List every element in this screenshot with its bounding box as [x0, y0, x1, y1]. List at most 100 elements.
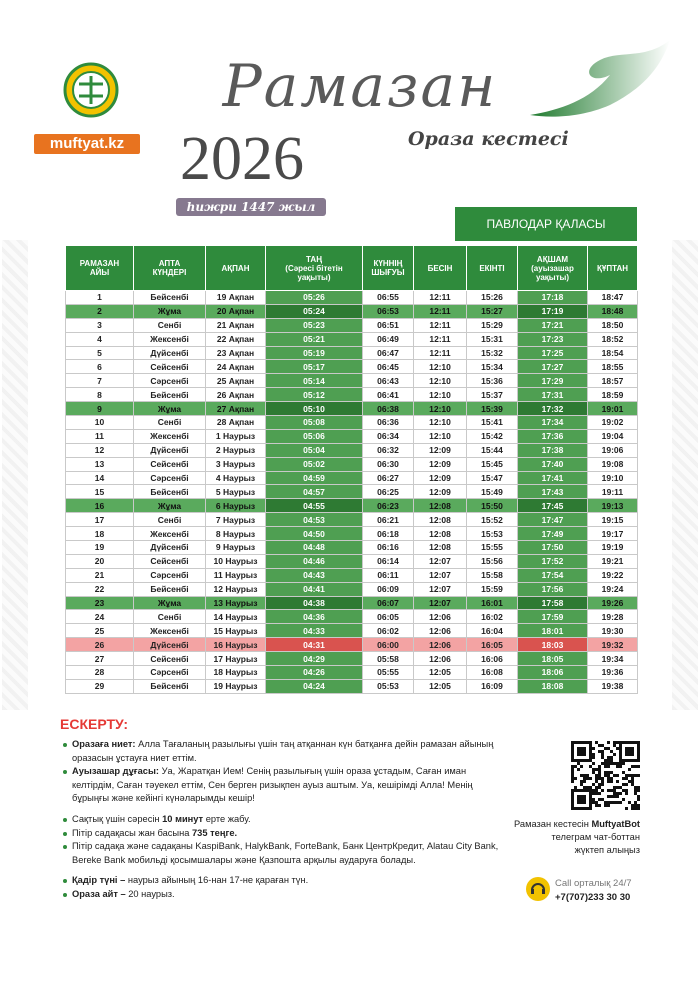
table-cell: 12:10 [413, 415, 467, 430]
table-cell: Жексенбі [133, 623, 206, 639]
qr-module [613, 762, 616, 765]
note-bullet: Қадір түні – наурыз айының 16-нан 17-не … [62, 874, 507, 888]
note-text: Сақтық үшін сәресін [72, 813, 160, 824]
qr-module [598, 765, 601, 768]
qr-module [634, 789, 637, 792]
qr-module [613, 786, 616, 789]
table-cell: 04:55 [265, 498, 363, 514]
qr-finder [619, 741, 640, 762]
qr-module [598, 750, 601, 753]
qr-module [598, 777, 601, 780]
table-row: 2 Жұма 20 Ақпан 05:24 06:53 12:11 15:27 17:19 18… [65, 303, 638, 319]
table-cell: 18:59 [587, 387, 638, 403]
table-cell: 17:56 [517, 581, 588, 597]
site-badge[interactable]: muftyat.kz [34, 134, 140, 154]
table-cell: 15:53 [466, 526, 518, 542]
table-cell: 16:08 [466, 665, 518, 680]
table-cell: 17:54 [517, 567, 588, 583]
note-text: Оразаға ниет: [72, 739, 136, 749]
note-bullet: Ауызашар дұғасы: Уа, Жаратқан Ием! Сенің… [62, 765, 507, 806]
table-cell: 15:49 [466, 484, 518, 500]
table-cell: 17 Наурыз [205, 651, 266, 667]
note-text: Қадір түні – [72, 875, 126, 886]
ornament [2, 240, 28, 710]
column-header: БЕСІН [413, 245, 467, 291]
qr-module [577, 768, 580, 771]
table-cell: 16:01 [466, 595, 518, 611]
table-cell: 04:41 [265, 581, 363, 597]
qr-module [631, 780, 634, 783]
qr-module [592, 783, 595, 786]
table-cell: 29 [65, 678, 134, 694]
qr-module [598, 783, 601, 786]
table-cell: 06:14 [362, 553, 414, 569]
table-cell: 12:08 [413, 526, 467, 542]
qr-module [604, 759, 607, 762]
qr-module [634, 801, 637, 804]
qr-module [586, 774, 589, 777]
table-cell: 18:05 [517, 651, 588, 667]
table-cell: Сәрсенбі [133, 470, 206, 486]
qr-module [595, 786, 598, 789]
table-cell: 06:47 [362, 345, 414, 361]
table-cell: 16:06 [466, 651, 518, 667]
table-cell: 19:06 [587, 442, 638, 458]
note-bullet: Пітір садақасы жан басына 735 теңге. [62, 827, 507, 841]
table-cell: 19:30 [587, 623, 638, 639]
subtitle: Ораза кестесі [408, 128, 569, 150]
table-cell: 17:43 [517, 484, 588, 500]
table-cell: 05:14 [265, 373, 363, 389]
table-cell: 13 [65, 456, 134, 472]
table-row: 27 Сейсенбі 17 Наурыз 04:29 05:58 12:06 16:06 1… [65, 651, 638, 667]
table-cell: 06:25 [362, 484, 414, 500]
note-bullet: Сақтық үшін сәресін 10 минут ерте жабу. [62, 813, 507, 827]
table-cell: 15:59 [466, 581, 518, 597]
call-phone[interactable]: +7(707)233 30 30 [555, 892, 631, 903]
table-cell: 22 [65, 581, 134, 597]
qr-module [637, 786, 640, 789]
note-text: Ораза айт – [72, 888, 126, 899]
hijri-ribbon: һижри 1447 жыл [176, 198, 326, 216]
note-text: 735 теңге. [192, 827, 238, 838]
qr-module [616, 780, 619, 783]
table-cell: Сенбі [133, 317, 206, 333]
title: Рамазан [222, 52, 498, 120]
table-row: 12 Дүйсенбі 2 Наурыз 05:04 06:32 12:09 15:44 17… [65, 442, 638, 458]
table-cell: 15:50 [466, 498, 518, 514]
table-cell: 12:06 [413, 609, 467, 625]
table-cell: 19:28 [587, 609, 638, 625]
qr-module [622, 771, 625, 774]
qr-module [598, 744, 601, 747]
table-cell: 17:58 [517, 595, 588, 611]
table-cell: 15:52 [466, 512, 518, 528]
qr-finder [625, 747, 634, 756]
ornament [672, 240, 698, 710]
call-icon [526, 877, 550, 901]
table-cell: 25 [65, 623, 134, 639]
note-group: Сақтық үшін сәресін 10 минут ерте жабу. П… [62, 813, 507, 867]
qr-module [625, 792, 628, 795]
table-cell: 15:27 [466, 303, 518, 319]
qr-module [595, 768, 598, 771]
table-cell: 15:55 [466, 540, 518, 555]
table-cell: 12 Наурыз [205, 581, 266, 597]
table-cell: 19:10 [587, 470, 638, 486]
table-cell: 2 Наурыз [205, 442, 266, 458]
qr-module [571, 768, 574, 771]
qr-module [598, 798, 601, 801]
table-cell: 15:47 [466, 470, 518, 486]
table-cell: 15:41 [466, 415, 518, 430]
note-text: Уа, Жаратқан Ием! Сенің разылығың үшін о… [72, 766, 473, 804]
qr-code[interactable] [570, 740, 640, 810]
table-row: 28 Сәрсенбі 18 Наурыз 04:26 05:55 12:05 16:08 1… [65, 665, 638, 680]
qr-module [607, 741, 610, 744]
table-cell: Сенбі [133, 609, 206, 625]
table-cell: 06:55 [362, 290, 414, 305]
qr-module [586, 786, 589, 789]
column-header: ҚҰПТАН [587, 245, 638, 291]
table-cell: 17 [65, 512, 134, 528]
qr-module [634, 786, 637, 789]
table-cell: 19 [65, 540, 134, 555]
table-cell: 06:16 [362, 540, 414, 555]
qr-module [607, 774, 610, 777]
